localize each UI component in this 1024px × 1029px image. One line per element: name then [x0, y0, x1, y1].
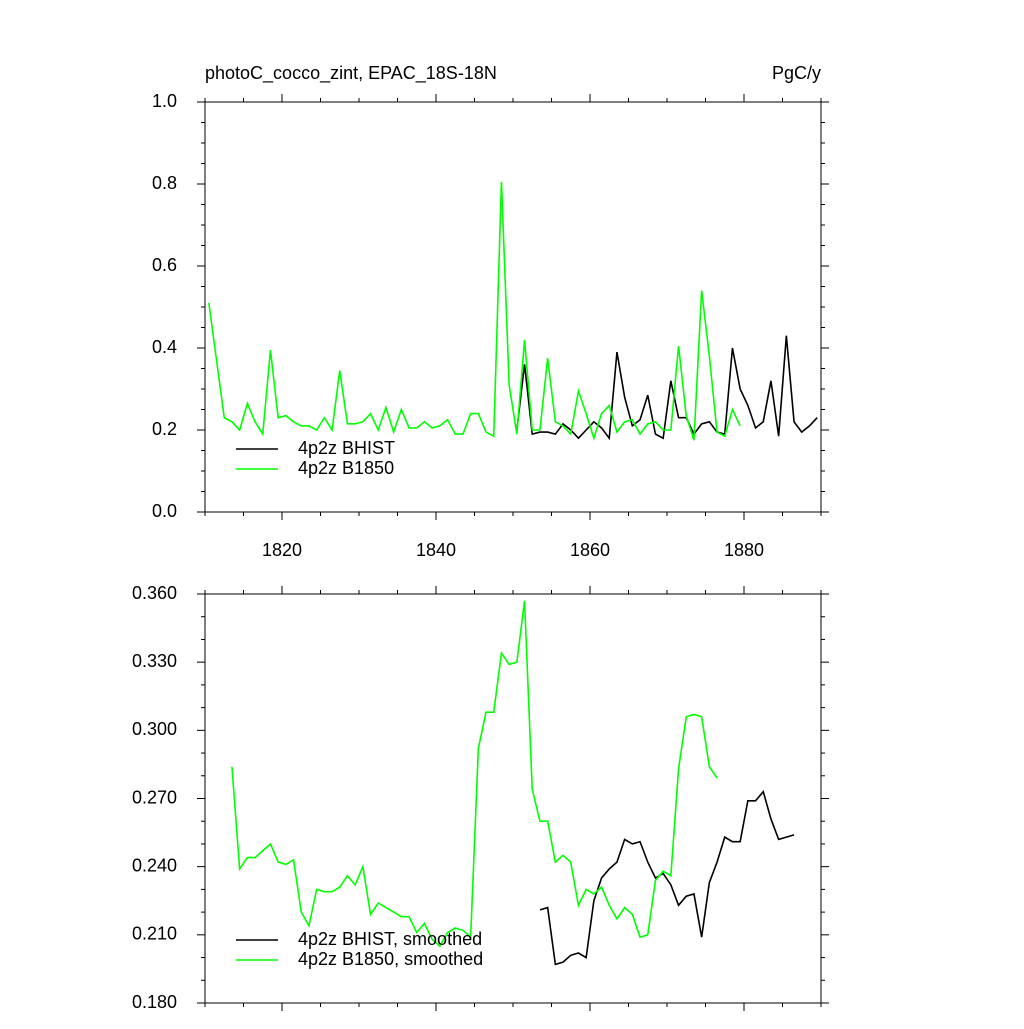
x-tick-label: 1820	[262, 540, 302, 560]
y-tick-label: 0.270	[132, 787, 177, 807]
legend-label: 4p2z BHIST, smoothed	[298, 929, 482, 949]
y-tick-label: 1.0	[152, 91, 177, 111]
series-line	[516, 335, 818, 441]
y-tick-label: 0.8	[152, 173, 177, 193]
chart-title: photoC_cocco_zint, EPAC_18S-18N	[205, 63, 497, 84]
y-tick-label: 0.240	[132, 855, 177, 875]
legend-label: 4p2z BHIST	[298, 438, 395, 458]
y-tick-label: 0.300	[132, 719, 177, 739]
y-tick-label: 0.0	[152, 501, 177, 521]
x-tick-label: 1840	[416, 540, 456, 560]
y-tick-label: 0.2	[152, 419, 177, 439]
x-tick-label: 1880	[724, 540, 764, 560]
y-tick-label: 0.330	[132, 651, 177, 671]
y-tick-label: 0.6	[152, 255, 177, 275]
y-tick-label: 0.360	[132, 583, 177, 603]
y-tick-label: 0.180	[132, 992, 177, 1012]
series-line	[539, 790, 795, 966]
units-label: PgC/y	[772, 63, 821, 83]
series-line	[208, 181, 741, 441]
series-line	[231, 600, 718, 948]
y-tick-label: 0.4	[152, 337, 177, 357]
legend-label: 4p2z B1850	[298, 458, 394, 478]
y-tick-label: 0.210	[132, 924, 177, 944]
legend-label: 4p2z B1850, smoothed	[298, 949, 483, 969]
x-tick-label: 1860	[570, 540, 610, 560]
